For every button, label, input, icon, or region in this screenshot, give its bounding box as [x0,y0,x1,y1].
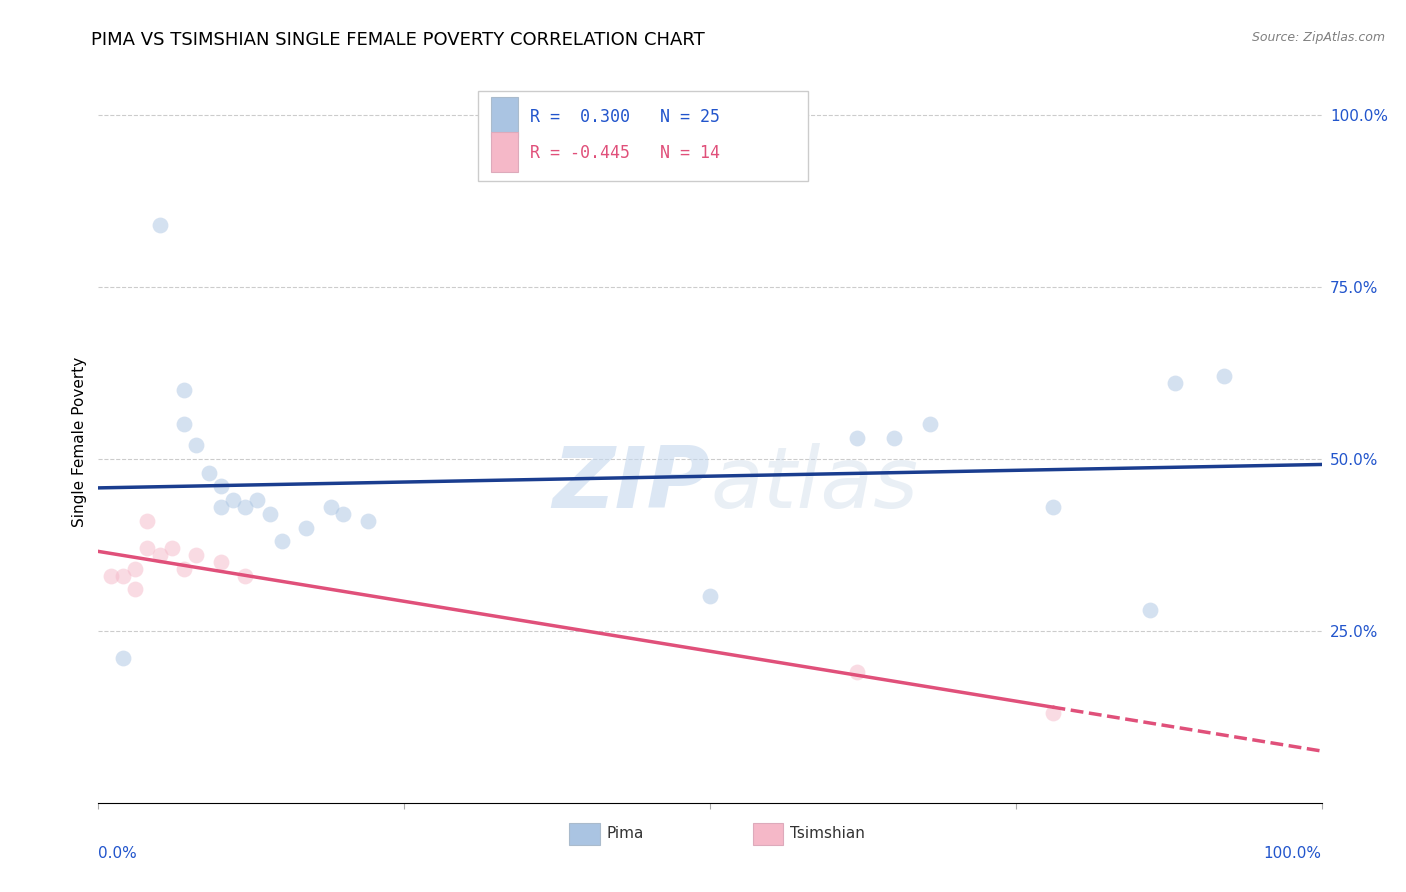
Point [209,479,232,493]
Point [173,417,195,432]
Text: PIMA VS TSIMSHIAN SINGLE FEMALE POVERTY CORRELATION CHART: PIMA VS TSIMSHIAN SINGLE FEMALE POVERTY … [91,31,706,49]
Point [149,548,172,562]
Point [246,493,269,508]
Bar [491,97,517,136]
Point [100,568,122,582]
Bar [569,823,600,845]
Point [209,500,232,514]
Point [1212,369,1234,384]
Point [1042,500,1064,514]
Point [845,665,868,679]
FancyBboxPatch shape [478,91,808,181]
Text: Pima: Pima [606,826,644,841]
Point [173,383,195,397]
Point [356,514,378,528]
Point [136,541,159,556]
Bar [752,823,783,845]
Point [111,651,134,665]
Point [222,493,245,508]
Point [1164,376,1187,390]
Point [233,500,256,514]
Point [1042,706,1064,721]
Point [186,438,208,452]
Point [845,431,868,445]
Point [124,582,146,597]
Point [295,520,318,534]
Point [160,541,183,556]
Text: R = -0.445   N = 14: R = -0.445 N = 14 [530,145,720,162]
Text: 100.0%: 100.0% [1264,847,1322,861]
Point [1139,603,1161,617]
Point [111,568,134,582]
Point [920,417,942,432]
Point [233,568,256,582]
Point [124,562,146,576]
Point [149,218,172,232]
Point [259,507,281,521]
Point [332,507,354,521]
Text: atlas: atlas [710,443,918,526]
Text: Source: ZipAtlas.com: Source: ZipAtlas.com [1251,31,1385,45]
Point [197,466,219,480]
Point [186,548,208,562]
Point [173,562,195,576]
Y-axis label: Single Female Poverty: Single Female Poverty [72,357,87,526]
Text: Tsimshian: Tsimshian [790,826,865,841]
Point [883,431,905,445]
Bar [491,132,517,172]
Point [136,514,159,528]
Point [699,590,721,604]
Point [270,534,294,549]
Point [209,555,232,569]
Text: R =  0.300   N = 25: R = 0.300 N = 25 [530,108,720,126]
Point [319,500,342,514]
Text: ZIP: ZIP [553,443,710,526]
Text: 0.0%: 0.0% [98,847,138,861]
